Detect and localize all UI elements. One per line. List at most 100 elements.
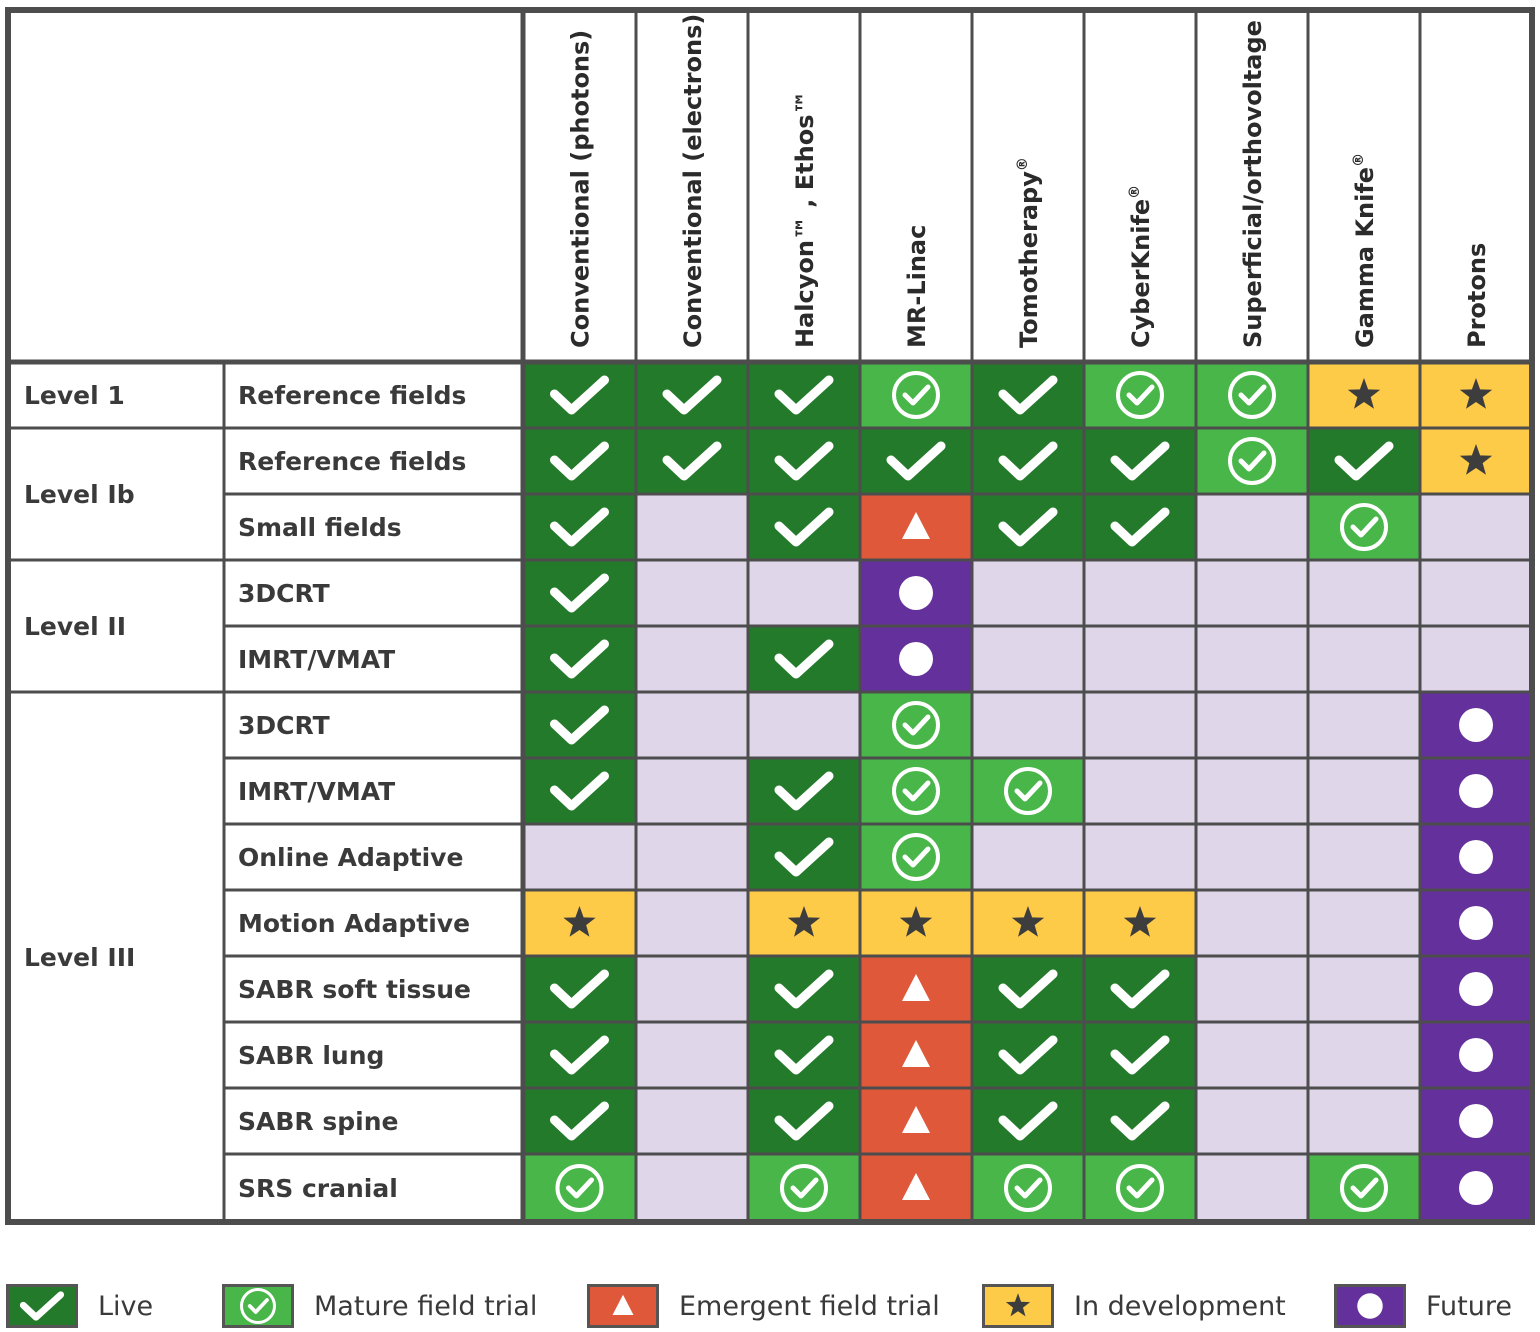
cell-none: [1308, 956, 1420, 1022]
cell-live: [748, 626, 860, 692]
cell-none: [1196, 626, 1308, 692]
triangle-icon: [612, 1294, 634, 1315]
cell-none: [1196, 824, 1308, 890]
dot-icon: [1459, 1104, 1493, 1138]
cell-none: [1084, 626, 1196, 692]
check-icon: [550, 507, 609, 547]
mature-legend-icon: [240, 1288, 276, 1324]
check-icon: [1110, 969, 1170, 1009]
cell-live: [523, 1022, 636, 1088]
cell-none: [1308, 890, 1420, 956]
check-icon: [774, 1035, 834, 1075]
triangle-icon: [902, 974, 930, 1001]
cell-none: [636, 494, 748, 560]
cell-live: [1084, 956, 1196, 1022]
cell-live: [748, 428, 860, 494]
column-header: CyberKnife®: [1127, 185, 1155, 348]
cell-none: [636, 626, 748, 692]
circled-check-icon: [780, 1164, 828, 1212]
cell-none: [1196, 1022, 1308, 1088]
legend-swatch-emergent: [587, 1284, 659, 1328]
circled-check-icon: [1340, 1164, 1388, 1212]
check-icon: [774, 771, 834, 811]
star-icon: [1459, 378, 1493, 409]
triangle-icon: [902, 1106, 930, 1133]
dot-icon: [1459, 840, 1493, 874]
cell-live: [748, 494, 860, 560]
legend-item-mature: Mature field trial: [222, 1282, 537, 1330]
cell-none: [636, 824, 748, 890]
cell-none: [1196, 758, 1308, 824]
check-icon: [19, 1291, 65, 1321]
future-legend-icon: [1357, 1293, 1383, 1319]
cell-none: [972, 692, 1084, 758]
cell-live: [972, 956, 1084, 1022]
check-icon: [998, 1035, 1058, 1075]
cell-live: [523, 626, 636, 692]
legend-label-live: Live: [98, 1290, 154, 1322]
check-icon: [1110, 1101, 1170, 1141]
row-label: Reference fields: [238, 447, 466, 476]
column-header: Protons: [1463, 243, 1491, 348]
cell-none: [1196, 1088, 1308, 1154]
check-icon: [774, 375, 834, 415]
legend: Live Mature field trial Emergent field t…: [0, 1280, 1540, 1332]
check-icon: [774, 1101, 834, 1141]
check-icon: [998, 969, 1058, 1009]
check-icon: [998, 1101, 1058, 1141]
cell-none: [1308, 1088, 1420, 1154]
column-header: Conventional (electrons): [679, 14, 707, 348]
check-icon: [998, 441, 1058, 481]
circled-check-icon: [1004, 1164, 1052, 1212]
cell-none: [1084, 758, 1196, 824]
circled-check-icon: [1228, 437, 1276, 485]
cell-live: [523, 758, 636, 824]
check-icon: [774, 507, 834, 547]
cell-none: [636, 890, 748, 956]
cell-none: [1196, 494, 1308, 560]
legend-item-future: Future: [1334, 1282, 1512, 1330]
cell-none: [523, 824, 636, 890]
dot-icon: [1357, 1293, 1383, 1319]
circled-check-icon: [892, 701, 940, 749]
cell-none: [748, 692, 860, 758]
level-label: Level III: [24, 943, 135, 972]
emergent-legend-icon: [612, 1294, 634, 1315]
cell-none: [1308, 692, 1420, 758]
cell-live: [748, 824, 860, 890]
cell-none: [636, 956, 748, 1022]
cell-none: [636, 758, 748, 824]
cell-live: [636, 428, 748, 494]
check-icon: [550, 705, 609, 745]
check-icon: [550, 969, 609, 1009]
cell-live: [523, 692, 636, 758]
cell-live: [523, 494, 636, 560]
legend-swatch-future: [1334, 1284, 1406, 1328]
dot-icon: [1459, 1038, 1493, 1072]
level-label: Level II: [24, 612, 126, 641]
check-icon: [1110, 1035, 1170, 1075]
cell-live: [523, 1088, 636, 1154]
row-label: Small fields: [238, 513, 402, 542]
check-icon: [550, 441, 609, 481]
check-icon: [550, 573, 609, 613]
legend-label-mature: Mature field trial: [314, 1290, 538, 1322]
check-icon: [998, 375, 1058, 415]
table-frame: [5, 7, 1535, 1225]
circled-check-icon: [240, 1288, 276, 1324]
cell-none: [1420, 626, 1532, 692]
legend-swatch-mature: [222, 1284, 294, 1328]
cell-none: [1084, 692, 1196, 758]
dot-icon: [1459, 972, 1493, 1006]
check-icon: [774, 639, 834, 679]
legend-label-emergent: Emergent field trial: [679, 1290, 940, 1322]
cell-live: [748, 956, 860, 1022]
check-icon: [774, 837, 834, 877]
legend-label-future: Future: [1426, 1290, 1512, 1322]
row-label: SABR spine: [238, 1107, 398, 1136]
star-icon: [1005, 1293, 1031, 1317]
row-label: Reference fields: [238, 381, 466, 410]
triangle-icon: [902, 512, 930, 539]
check-icon: [550, 639, 609, 679]
cell-none: [1196, 1154, 1308, 1222]
